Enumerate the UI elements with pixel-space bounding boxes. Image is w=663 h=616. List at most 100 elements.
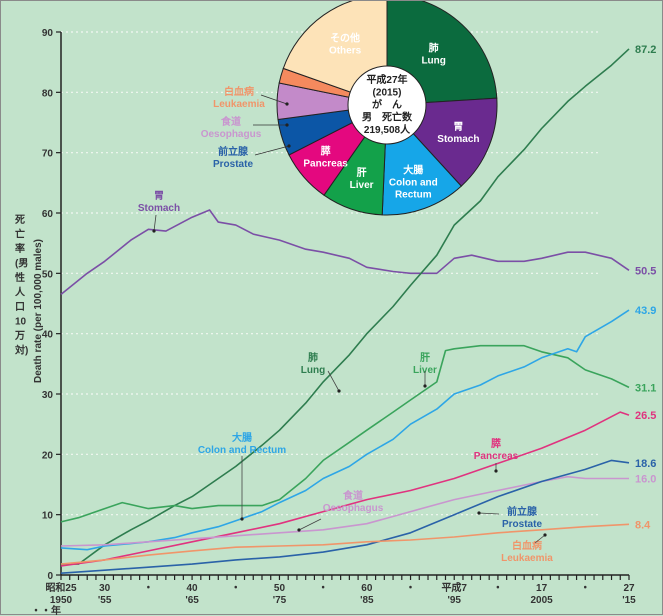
y-tick-label: 0: [47, 571, 53, 582]
annotation-jp-leukaemia: 白血病: [512, 539, 542, 552]
pie-leader-dot-prostate: [287, 144, 291, 148]
annotation-en-oesophagus: Oesophagus: [323, 503, 384, 514]
x-tick-label-western: '75: [273, 595, 287, 606]
annotation-en-liver: Liver: [413, 365, 437, 376]
pie-label-en-pancreas: Pancreas: [303, 158, 348, 169]
x-tick-label: 平成7: [441, 581, 467, 594]
pie-outside-jp-leukaemia: 白血病: [224, 85, 254, 98]
annotation-arrow-prostate: [478, 512, 500, 515]
x-tick-label: 30: [99, 583, 111, 594]
annotation-en-lung: Lung: [301, 365, 325, 376]
x-tick-label: ・: [318, 583, 328, 594]
x-tick-label: 27: [623, 583, 635, 594]
pie-label-jp-lung: 肺: [429, 41, 439, 54]
series-line-colon: [60, 309, 630, 551]
pie-leader-prostate: [254, 145, 290, 156]
pie-label-en-others: Others: [329, 46, 362, 57]
annotation-jp-pancreas: 膵: [491, 437, 501, 450]
annotation-jp-oesophagus: 食道: [342, 489, 363, 502]
annotation-arrow-oesophagus: [298, 518, 322, 531]
y-tick-label: 60: [42, 209, 54, 220]
annotation-jp-colon: 大腸: [232, 431, 252, 444]
pie-label-en2-colon: Rectum: [395, 189, 432, 200]
pie-label-jp-others: その他: [330, 32, 360, 45]
y-tick-label: 20: [42, 450, 54, 461]
y-tick-label: 80: [42, 88, 54, 99]
pie-outside-en-oesophagus: Oesophagus: [201, 129, 262, 140]
x-tick-label-western: '65: [185, 595, 199, 606]
x-tick-label: 17: [536, 583, 548, 594]
end-value-lung: 87.2: [635, 44, 656, 56]
x-tick-label: 50: [274, 583, 286, 594]
x-tick-label-western: '55: [98, 595, 112, 606]
pie-center-text: 男 死亡数: [362, 111, 413, 124]
y-tick-label: 70: [42, 149, 54, 160]
y-tick-label: 90: [42, 28, 54, 39]
series-lines: 50.5 87.2 31.1 43.9 26.5 16.0 18.6 8.4: [60, 44, 656, 574]
annotation-jp-lung: 肺: [308, 351, 318, 364]
end-value-stomach: 50.5: [635, 265, 656, 277]
pie-outside-jp-oesophagus: 食道: [220, 115, 241, 128]
pie-label-jp-stomach: 胃: [453, 121, 463, 133]
annotation-jp-stomach: 胃: [154, 190, 164, 202]
pie-leader-dot-leukaemia: [285, 102, 289, 106]
x-tick-label: ・: [493, 583, 503, 594]
annotation-arrow-stomach: [153, 214, 157, 232]
pie-label-en-stomach: Stomach: [437, 134, 479, 145]
x-tick-label-western: 1950: [50, 595, 73, 606]
annotation-arrowhead-prostate: [477, 511, 481, 515]
x-tick-label-western: 2005: [530, 595, 553, 606]
annotation-arrowhead-oesophagus: [297, 528, 301, 532]
annotation-arrowhead-lung: [337, 389, 341, 393]
annotation-arrowhead-pancreas: [494, 469, 498, 473]
pie-center-text: が ん: [372, 98, 402, 111]
series-line-oesophagus: [60, 475, 629, 547]
end-value-colon: 43.9: [635, 305, 656, 317]
pie-label-en-colon: Colon and: [389, 177, 438, 188]
series-line-leukaemia: [60, 523, 630, 565]
x-tick-label-western: '85: [360, 595, 374, 606]
series-line-pancreas: [60, 411, 630, 567]
y-tick-label: 10: [42, 511, 54, 522]
annotation-en-leukaemia: Leukaemia: [501, 553, 553, 564]
pie-label-jp-liver: 肝: [357, 167, 367, 179]
x-tick-label-western: '95: [447, 595, 461, 606]
x-tick-label-western: '15: [622, 595, 636, 606]
pie-outside-jp-prostate: 前立腺: [218, 145, 249, 158]
end-value-oesophagus: 16.0: [635, 473, 656, 485]
pie-center-disc: [347, 65, 427, 145]
annotation-arrow-lung: [327, 370, 340, 392]
pie-leader-dot-oesophagus: [285, 123, 289, 127]
annotation-en-prostate: Prostate: [502, 519, 542, 530]
annotation-en-pancreas: Pancreas: [474, 451, 519, 462]
pie-center-text: 平成27年: [366, 73, 407, 86]
pie-label-jp-colon: 大腸: [403, 163, 423, 176]
annotation-arrowhead-liver: [423, 384, 427, 388]
pie-leader-leukaemia: [260, 94, 288, 105]
series-line-prostate: [60, 459, 630, 574]
annotation-jp-liver: 肝: [420, 352, 430, 364]
y-tick-label: 40: [42, 330, 54, 341]
annotation-arrow-leukaemia: [534, 534, 546, 544]
pie-outside-en-prostate: Prostate: [213, 159, 253, 170]
x-tick-label: 40: [187, 583, 199, 594]
x-tick-label: 60: [361, 583, 373, 594]
series-line-lung: [61, 48, 630, 565]
end-value-pancreas: 26.5: [635, 410, 656, 422]
annotation-en-stomach: Stomach: [138, 203, 180, 214]
x-tick-label: ・: [406, 583, 416, 594]
x-tick-label: ・: [143, 583, 153, 594]
end-value-prostate: 18.6: [635, 458, 656, 470]
y-tick-label: 50: [42, 269, 54, 280]
pie-label-en-liver: Liver: [350, 180, 374, 191]
annotation-arrowhead-leukaemia: [543, 533, 547, 537]
end-value-liver: 31.1: [635, 382, 656, 394]
x-tick-label: ・: [231, 583, 241, 594]
annotation-en-colon: Colon and Rectum: [198, 445, 286, 456]
annotation-arrowhead-stomach: [152, 229, 156, 233]
x-unit-label: ・・年: [31, 604, 61, 616]
